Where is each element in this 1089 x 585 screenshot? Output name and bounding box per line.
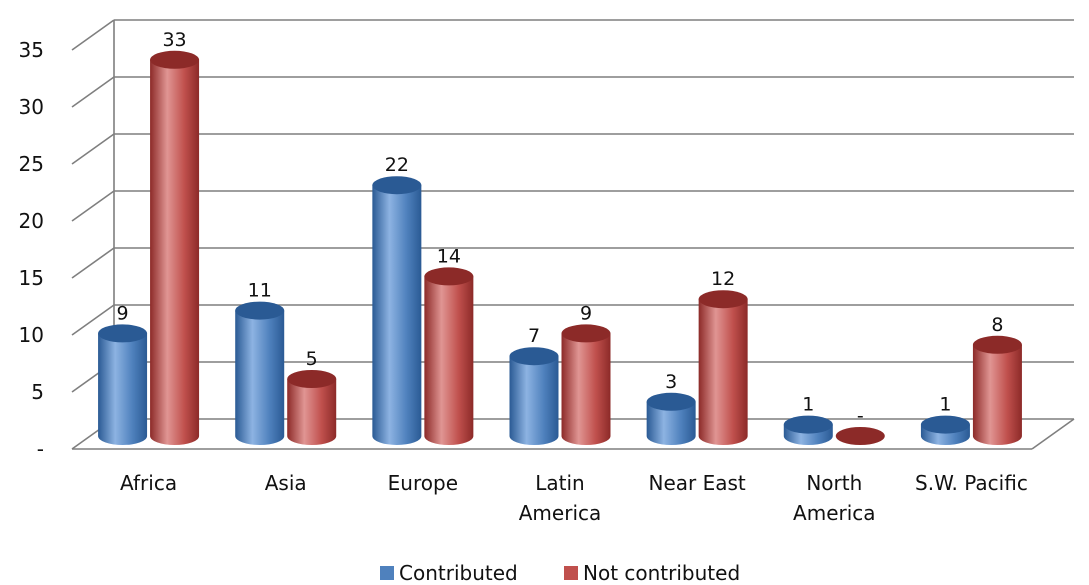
bar-not-contributed (835, 427, 885, 445)
bar-top (835, 427, 885, 445)
gridline-wall (71, 133, 115, 165)
bar-top (235, 301, 285, 320)
legend-swatch (564, 566, 578, 580)
bar-top (698, 290, 748, 309)
x-tick-label: North (806, 471, 862, 495)
bar-contributed (235, 301, 285, 445)
bar-body (235, 310, 285, 445)
floor-right-edge (1031, 418, 1075, 450)
bar-body (509, 356, 559, 446)
data-label: - (857, 405, 864, 427)
data-label: 22 (385, 154, 409, 176)
bar-body (646, 401, 696, 446)
bar-contributed (646, 392, 696, 446)
legend-label: Contributed (399, 561, 518, 585)
bar-not-contributed (972, 335, 1022, 446)
data-label: 7 (528, 325, 540, 347)
legend-label: Not contributed (583, 561, 740, 585)
bar-body (972, 344, 1022, 446)
legend-item-not-contributed[interactable]: Not contributed (564, 561, 740, 585)
legend-swatch (380, 566, 394, 580)
y-tick-label: 20 (19, 209, 44, 233)
bar-top (920, 415, 970, 434)
bar-body (372, 185, 422, 445)
bar-body (287, 379, 337, 446)
data-label: 33 (162, 29, 186, 51)
data-labels: 9 33 11 5 22 14 7 9 3 12 1 - 1 8 (117, 29, 1004, 427)
data-label: 11 (248, 280, 272, 302)
y-tick-label: 15 (19, 266, 44, 290)
gridline-wall (71, 190, 115, 222)
y-tick-label: 25 (19, 152, 44, 176)
bar-contributed (783, 415, 833, 446)
bar-top (646, 392, 696, 411)
bar-body (150, 59, 200, 446)
bar-top (424, 267, 474, 286)
bar-top (561, 324, 611, 343)
bar-top (98, 324, 148, 343)
bar-top (509, 347, 559, 366)
x-tick-label: America (519, 501, 602, 525)
bar-contributed (98, 324, 148, 446)
x-tick-label: Africa (120, 471, 177, 495)
bar-top (287, 370, 337, 388)
bar-not-contributed (150, 50, 200, 446)
data-label: 1 (802, 394, 814, 416)
y-axis-ticks: - 5 10 15 20 25 30 35 (19, 38, 44, 461)
bar-body (698, 299, 748, 446)
bar-contributed (509, 347, 559, 446)
bar-not-contributed (424, 267, 474, 446)
data-label: 3 (665, 371, 677, 393)
bar-top (783, 415, 833, 434)
bar-contributed (920, 415, 970, 446)
legend-item-contributed[interactable]: Contributed (380, 561, 518, 585)
data-label: 9 (117, 302, 129, 324)
y-tick-label: 35 (19, 38, 44, 62)
x-tick-label: Latin (535, 471, 584, 495)
y-tick-label: 10 (19, 323, 44, 347)
x-tick-label: America (793, 501, 876, 525)
bar-top (972, 335, 1022, 354)
y-tick-label: 30 (19, 95, 44, 119)
bar-top (150, 50, 200, 69)
gridline-wall (71, 76, 115, 108)
gridline-wall (71, 19, 115, 51)
x-tick-label: Asia (265, 471, 307, 495)
gridline-wall (71, 247, 115, 279)
x-axis-categories: Africa Asia Europe Latin America Near East Nor… (120, 471, 1028, 525)
x-tick-label: S.W. Pacific (915, 471, 1028, 495)
data-label: 5 (306, 348, 318, 370)
data-label: 12 (711, 268, 735, 290)
data-label: 8 (991, 314, 1003, 336)
bar-body (561, 333, 611, 446)
bar-body (424, 276, 474, 446)
gridline-wall (71, 304, 115, 336)
bar-contributed (372, 176, 422, 445)
bar-body (98, 333, 148, 446)
bar-not-contributed (698, 290, 748, 446)
bar-not-contributed (287, 370, 337, 446)
x-tick-label: Near East (649, 471, 746, 495)
x-tick-label: Europe (388, 471, 458, 495)
data-label: 14 (437, 245, 461, 267)
bar-top (372, 176, 422, 195)
data-label: 9 (580, 302, 592, 324)
y-tick-label: - (37, 437, 44, 461)
legend: Contributed Not contributed (380, 561, 740, 585)
bar-not-contributed (561, 324, 611, 446)
bars (98, 50, 1022, 446)
y-tick-label: 5 (31, 380, 44, 404)
data-label: 1 (939, 394, 951, 416)
